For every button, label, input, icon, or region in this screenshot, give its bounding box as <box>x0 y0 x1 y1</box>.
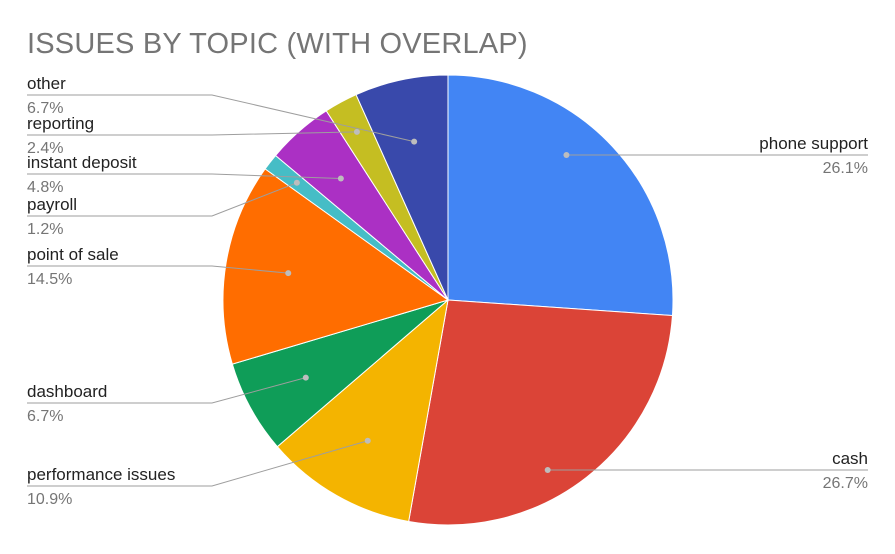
leader-dot-point-of-sale <box>285 270 292 277</box>
leader-dot-phone-support <box>563 152 570 158</box>
leader-dot-other <box>411 138 418 145</box>
slice-label-performance-issues: performance issues <box>27 465 175 484</box>
slice-label-reporting: reporting <box>27 114 94 133</box>
slice-percent-payroll: 1.2% <box>27 221 63 238</box>
leader-line-point-of-sale <box>27 265 289 274</box>
leader-dot-instant-deposit <box>337 175 344 182</box>
pie-slice-other[interactable] <box>355 74 449 301</box>
slice-labels: phone support 26.1% cash 26.7% performance i… <box>27 74 868 508</box>
leader-dot-reporting <box>353 128 360 135</box>
slice-percent-instant-deposit: 4.8% <box>27 179 63 196</box>
leader-dot-performance-issues <box>364 437 371 444</box>
slice-percent-reporting: 2.4% <box>27 140 63 157</box>
leader-dot-payroll <box>293 179 300 186</box>
pie-slice-performance-issues[interactable] <box>276 298 449 523</box>
chart-title: ISSUES BY TOPIC (WITH OVERLAP) <box>27 28 528 60</box>
leader-line-reporting <box>27 131 357 136</box>
slice-label-other: other <box>27 74 66 93</box>
leader-dot-dashboard <box>302 374 309 381</box>
leader-line-instant-deposit <box>27 173 341 179</box>
leader-dot-cash <box>544 467 551 473</box>
pie-slices <box>222 74 674 526</box>
leader-line-payroll <box>27 182 298 217</box>
slice-percent-other: 6.7% <box>27 100 63 117</box>
slice-label-payroll: payroll <box>27 195 77 214</box>
slice-label-dashboard: dashboard <box>27 382 107 401</box>
slice-percent-point-of-sale: 14.5% <box>27 271 72 288</box>
pie-slice-cash[interactable] <box>408 299 673 526</box>
slice-label-instant-deposit: instant deposit <box>27 153 137 172</box>
leader-lines <box>27 94 868 487</box>
slice-label-phone-support: phone support <box>759 134 868 153</box>
slice-percent-dashboard: 6.7% <box>27 408 63 425</box>
leader-line-performance-issues <box>27 440 368 487</box>
leader-line-dashboard <box>27 377 306 404</box>
slice-label-cash: cash <box>832 449 868 468</box>
pie-slice-phone-support[interactable] <box>447 74 674 317</box>
slice-percent-phone-support: 26.1% <box>823 160 868 177</box>
slice-label-point-of-sale: point of sale <box>27 245 119 264</box>
leader-line-other <box>27 94 415 143</box>
slice-percent-performance-issues: 10.9% <box>27 491 72 508</box>
pie-slice-point-of-sale[interactable] <box>222 168 450 365</box>
slice-percent-cash: 26.7% <box>823 475 868 492</box>
